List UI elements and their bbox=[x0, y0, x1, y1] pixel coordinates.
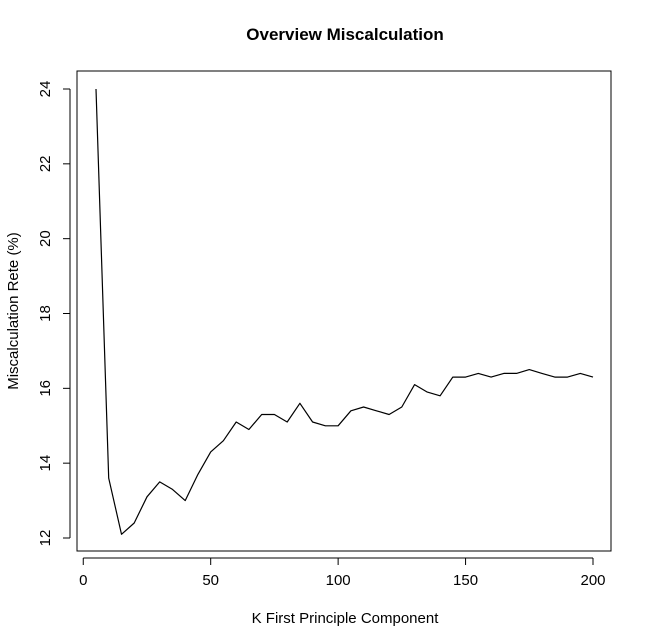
y-tick-label: 16 bbox=[37, 380, 54, 397]
chart-title: Overview Miscalculation bbox=[246, 25, 443, 44]
x-tick-label: 50 bbox=[202, 572, 219, 589]
x-tick-label: 0 bbox=[79, 572, 87, 589]
x-tick-label: 150 bbox=[453, 572, 478, 589]
x-axis-label: K First Principle Component bbox=[252, 610, 440, 627]
y-tick-label: 24 bbox=[37, 81, 54, 98]
y-tick-label: 22 bbox=[37, 155, 54, 172]
y-tick-label: 14 bbox=[37, 455, 54, 472]
y-tick-label: 12 bbox=[37, 530, 54, 547]
x-tick-label: 100 bbox=[326, 572, 351, 589]
plot-frame bbox=[76, 70, 612, 552]
y-tick-label: 20 bbox=[37, 230, 54, 247]
y-axis: 12 14 16 18 20 22 24 bbox=[37, 81, 71, 547]
series-line bbox=[95, 88, 594, 535]
x-tick-label: 200 bbox=[580, 572, 605, 589]
y-tick-label: 18 bbox=[37, 305, 54, 322]
series-layer bbox=[95, 88, 594, 535]
y-axis-label: Miscalculation Rete (%) bbox=[5, 232, 22, 390]
x-axis: 0 50 100 150 200 bbox=[79, 557, 606, 589]
